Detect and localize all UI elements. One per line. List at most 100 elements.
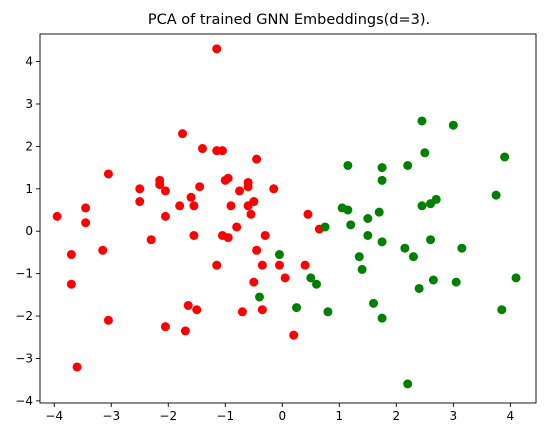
x-tick-label--3: −3 <box>102 409 120 423</box>
data-point-s2-26 <box>408 252 418 262</box>
data-point-s2-27 <box>357 264 367 274</box>
y-tick-label--1: −1 <box>15 267 33 281</box>
data-point-s1-32 <box>232 222 242 232</box>
y-tick-label-2: 2 <box>25 139 33 153</box>
data-point-s2-20 <box>426 235 436 245</box>
data-point-s2-38 <box>323 307 333 317</box>
y-tick-label--3: −3 <box>15 351 33 365</box>
data-point-s2-36 <box>292 303 302 313</box>
data-point-s2-25 <box>354 252 364 262</box>
data-point-s1-14 <box>135 184 145 194</box>
data-point-s1-50 <box>192 305 202 315</box>
data-point-s1-37 <box>260 230 270 240</box>
data-point-s1-44 <box>257 260 267 270</box>
data-point-s1-15 <box>195 182 205 192</box>
data-point-s1-23 <box>226 201 236 211</box>
x-tick-label--1: −1 <box>216 409 234 423</box>
data-point-s1-51 <box>237 307 247 317</box>
data-point-s2-12 <box>417 201 427 211</box>
data-point-s1-41 <box>252 245 262 255</box>
data-point-s1-47 <box>249 277 259 287</box>
data-point-s1-24 <box>243 201 253 211</box>
x-tick-label-1: 1 <box>335 409 343 423</box>
data-point-s2-24 <box>274 250 284 260</box>
data-point-s1-11 <box>155 180 165 190</box>
y-tick-label-4: 4 <box>25 55 33 69</box>
x-tick-label-3: 3 <box>450 409 458 423</box>
x-tick-label--4: −4 <box>45 409 63 423</box>
data-point-s2-7 <box>377 163 387 173</box>
data-point-s2-28 <box>306 273 316 283</box>
data-point-s2-40 <box>403 379 413 389</box>
data-point-s1-48 <box>66 279 76 289</box>
data-point-s1-27 <box>246 209 256 219</box>
data-point-s2-14 <box>343 205 353 215</box>
data-point-s1-19 <box>186 192 196 202</box>
data-point-s2-30 <box>428 275 438 285</box>
data-point-s2-29 <box>511 273 521 283</box>
data-point-s2-1 <box>417 116 427 126</box>
y-tick-label-3: 3 <box>25 97 33 111</box>
data-point-s1-42 <box>66 250 76 260</box>
data-point-s1-36 <box>223 233 233 243</box>
plot-frame <box>39 33 537 404</box>
data-point-s2-3 <box>420 148 430 158</box>
data-point-s2-19 <box>363 230 373 240</box>
data-point-s1-1 <box>212 44 222 54</box>
data-point-s2-32 <box>312 279 322 289</box>
data-point-s2-6 <box>403 160 413 170</box>
data-point-s1-49 <box>183 300 193 310</box>
y-tick-label-0: 0 <box>25 224 33 238</box>
data-point-s1-39 <box>274 260 284 270</box>
data-point-s2-4 <box>500 152 510 162</box>
data-point-s2-18 <box>320 222 330 232</box>
data-point-s1-6 <box>252 154 262 164</box>
axes: −4 −3 −2 −1 0 1 2 3 4 −4 −3 −2 −1 0 1 2 3 4 <box>15 33 537 423</box>
data-point-s1-9 <box>220 175 230 185</box>
data-point-s2-2 <box>448 120 458 130</box>
data-point-s2-31 <box>451 277 461 287</box>
data-point-s2-39 <box>377 313 387 323</box>
data-point-s1-17 <box>235 186 245 196</box>
data-point-s2-23 <box>457 243 467 253</box>
data-point-s2-34 <box>254 292 264 302</box>
data-point-s1-43 <box>212 260 222 270</box>
data-point-s2-33 <box>414 283 424 293</box>
data-point-s2-22 <box>400 243 410 253</box>
chart-title: PCA of trained GNN Embeddings(d=3). <box>148 12 430 28</box>
data-point-s1-16 <box>160 186 170 196</box>
data-point-s1-53 <box>103 315 113 325</box>
data-point-s1-13 <box>243 182 253 192</box>
data-point-s1-46 <box>280 273 290 283</box>
data-point-s2-15 <box>374 207 384 217</box>
data-point-s1-2 <box>178 129 188 139</box>
data-point-s1-52 <box>257 305 267 315</box>
data-point-s2-17 <box>346 220 356 230</box>
data-point-s1-21 <box>135 197 145 207</box>
data-points <box>52 44 521 389</box>
data-point-s1-45 <box>300 260 310 270</box>
x-tick-label-2: 2 <box>393 409 401 423</box>
data-point-s2-35 <box>369 298 379 308</box>
y-tick-label--4: −4 <box>15 394 33 408</box>
data-point-s1-5 <box>197 144 207 154</box>
data-point-s1-55 <box>180 326 190 336</box>
data-point-s1-38 <box>146 235 156 245</box>
data-point-s1-56 <box>289 330 299 340</box>
data-point-s2-8 <box>377 175 387 185</box>
data-point-s1-57 <box>72 362 82 372</box>
data-point-s1-34 <box>189 230 199 240</box>
data-point-s1-7 <box>103 169 113 179</box>
data-point-s1-40 <box>98 245 108 255</box>
x-tick-label-0: 0 <box>278 409 286 423</box>
data-point-s2-5 <box>343 160 353 170</box>
data-point-s1-22 <box>175 201 185 211</box>
data-point-s1-26 <box>189 201 199 211</box>
data-point-s1-54 <box>160 322 170 332</box>
y-tick-label-1: 1 <box>25 182 33 196</box>
data-point-s2-16 <box>363 214 373 223</box>
data-point-s1-29 <box>52 211 62 221</box>
data-point-s2-9 <box>491 190 501 200</box>
